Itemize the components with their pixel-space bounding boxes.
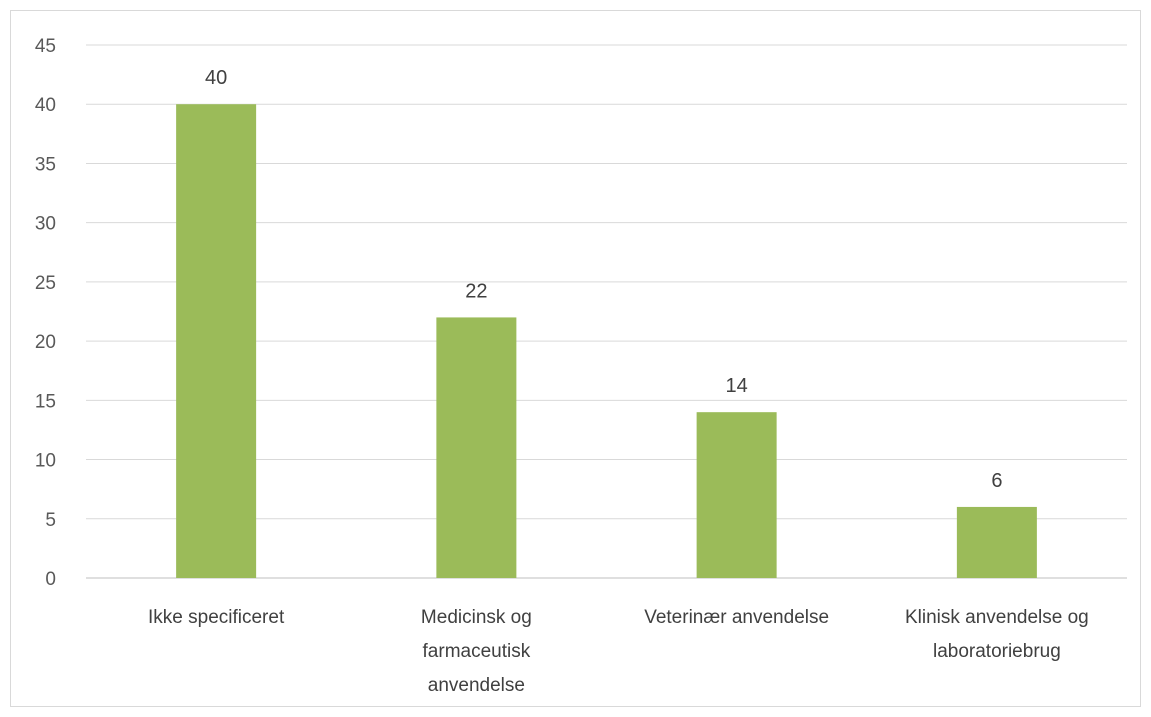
x-category-label: laboratoriebrug bbox=[933, 641, 1061, 662]
y-tick-label: 20 bbox=[35, 332, 56, 353]
y-tick-label: 30 bbox=[35, 214, 56, 235]
bar bbox=[436, 317, 517, 578]
y-tick-label: 35 bbox=[35, 154, 56, 175]
x-category-label: Medicinsk og bbox=[421, 607, 532, 628]
data-label: 22 bbox=[465, 280, 487, 302]
data-label: 6 bbox=[991, 470, 1002, 492]
y-tick-label: 15 bbox=[35, 391, 56, 412]
x-category-label: farmaceutisk bbox=[423, 641, 531, 662]
bar bbox=[696, 412, 777, 578]
x-category-label: anvendelse bbox=[428, 675, 525, 696]
x-category-label: Veterinær anvendelse bbox=[644, 607, 829, 628]
y-tick-label: 5 bbox=[45, 510, 56, 531]
y-tick-label: 25 bbox=[35, 273, 56, 294]
bar bbox=[956, 506, 1037, 578]
y-tick-label: 0 bbox=[45, 569, 56, 590]
y-tick-label: 10 bbox=[35, 451, 56, 472]
y-tick-label: 40 bbox=[35, 95, 56, 116]
data-label: 40 bbox=[205, 67, 227, 89]
bar bbox=[176, 104, 257, 578]
x-category-label: Ikke specificeret bbox=[148, 607, 285, 628]
y-tick-label: 45 bbox=[35, 36, 56, 57]
data-label: 14 bbox=[726, 375, 748, 397]
x-category-label: Klinisk anvendelse og bbox=[905, 607, 1089, 628]
